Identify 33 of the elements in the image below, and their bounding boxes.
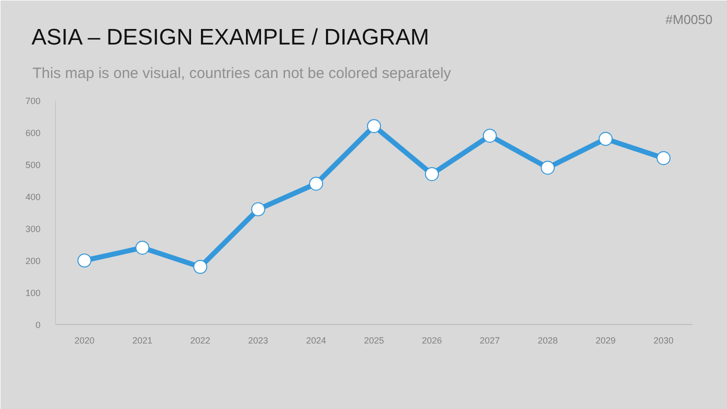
y-tick-label: 600 bbox=[25, 128, 41, 138]
y-tick-label: 700 bbox=[25, 96, 41, 106]
y-tick-label: 500 bbox=[25, 160, 41, 170]
point bbox=[367, 119, 381, 134]
y-tick-label: 400 bbox=[25, 192, 41, 202]
point bbox=[482, 128, 497, 143]
x-tick-label: 2021 bbox=[132, 336, 152, 346]
point bbox=[656, 151, 671, 166]
point bbox=[77, 254, 92, 268]
x-tick-label: 2020 bbox=[74, 336, 94, 346]
point bbox=[193, 260, 208, 274]
point bbox=[309, 176, 324, 191]
x-tick-label: 2027 bbox=[480, 336, 500, 346]
x-tick-label: 2028 bbox=[538, 336, 558, 346]
point bbox=[135, 240, 150, 255]
point bbox=[540, 160, 555, 175]
point bbox=[598, 132, 613, 146]
point bbox=[424, 167, 439, 182]
y-tick-label: 100 bbox=[25, 288, 41, 298]
chart-title: ASIA – DESIGN EXAMPLE / DIAGRAM bbox=[32, 24, 430, 50]
y-tick-label: 300 bbox=[25, 224, 41, 234]
x-tick-label: 2024 bbox=[306, 336, 326, 346]
chart-subtitle: This map is one visual, countries can not be colored separately bbox=[32, 65, 452, 82]
point bbox=[251, 202, 266, 216]
x-tick-label: 2029 bbox=[596, 336, 616, 346]
y-tick-label: 0 bbox=[35, 320, 41, 330]
x-tick-label: 2022 bbox=[190, 336, 210, 346]
x-tick-label: 2026 bbox=[422, 336, 442, 346]
text: #M0050 bbox=[666, 12, 713, 27]
y-tick-label: 200 bbox=[25, 256, 41, 266]
x-tick-label: 2030 bbox=[654, 336, 674, 346]
x-tick-label: 2023 bbox=[248, 336, 268, 346]
x-tick-label: 2025 bbox=[364, 336, 384, 346]
